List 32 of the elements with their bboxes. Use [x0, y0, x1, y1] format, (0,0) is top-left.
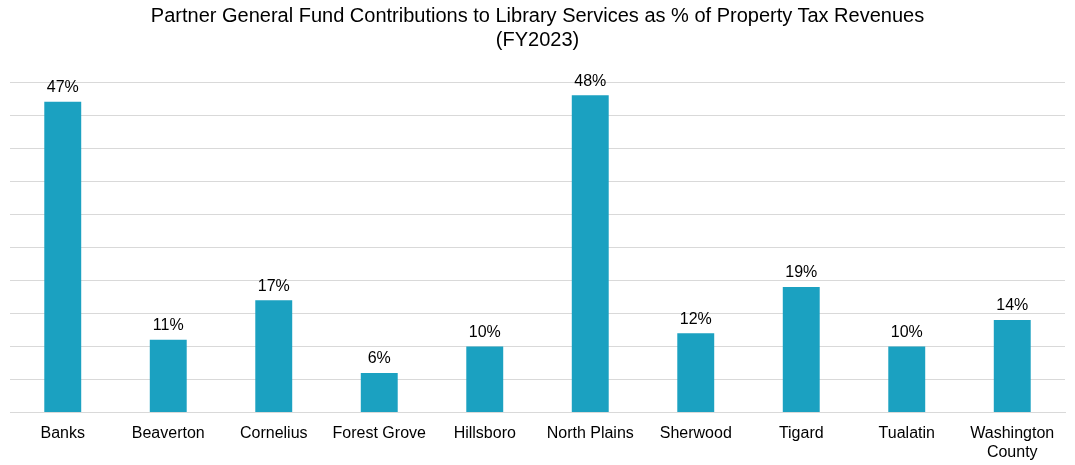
- x-tick-label: Washington County: [970, 423, 1055, 460]
- x-tick-label: North Plains: [546, 423, 634, 441]
- x-tick-label: Forest Grove: [332, 423, 427, 441]
- x-tick-label: Tigard: [778, 423, 824, 441]
- data-label: 6%: [367, 349, 391, 367]
- data-label: 48%: [574, 71, 607, 89]
- bar: [44, 101, 82, 413]
- bar: [993, 320, 1031, 413]
- bar: [255, 300, 293, 413]
- data-label: 47%: [46, 78, 79, 96]
- x-tick-label: Tualatin: [878, 423, 935, 441]
- data-label: 19%: [785, 263, 818, 281]
- x-tick-label: Cornelius: [239, 423, 308, 441]
- bar: [782, 286, 820, 413]
- x-tick-label: Banks: [40, 423, 85, 441]
- x-tick-label: Hillsboro: [453, 423, 516, 441]
- bar: [360, 372, 398, 413]
- text: (FY2023): [495, 27, 580, 50]
- bar: [571, 95, 609, 413]
- data-label: 10%: [890, 322, 923, 340]
- bar: [149, 339, 187, 413]
- bar: [677, 333, 715, 413]
- data-label: 11%: [152, 316, 184, 334]
- bar: [888, 346, 926, 413]
- data-label: 12%: [679, 309, 712, 327]
- text: Partner General Fund Contributions to Library Services as % of Property Tax Revenues: [150, 3, 925, 26]
- x-tick-label: Beaverton: [131, 423, 205, 441]
- data-label: 10%: [468, 322, 501, 340]
- bar: [466, 346, 504, 413]
- data-label: 17%: [257, 276, 290, 294]
- x-tick-label: Sherwood: [659, 423, 732, 441]
- data-label: 14%: [996, 296, 1029, 314]
